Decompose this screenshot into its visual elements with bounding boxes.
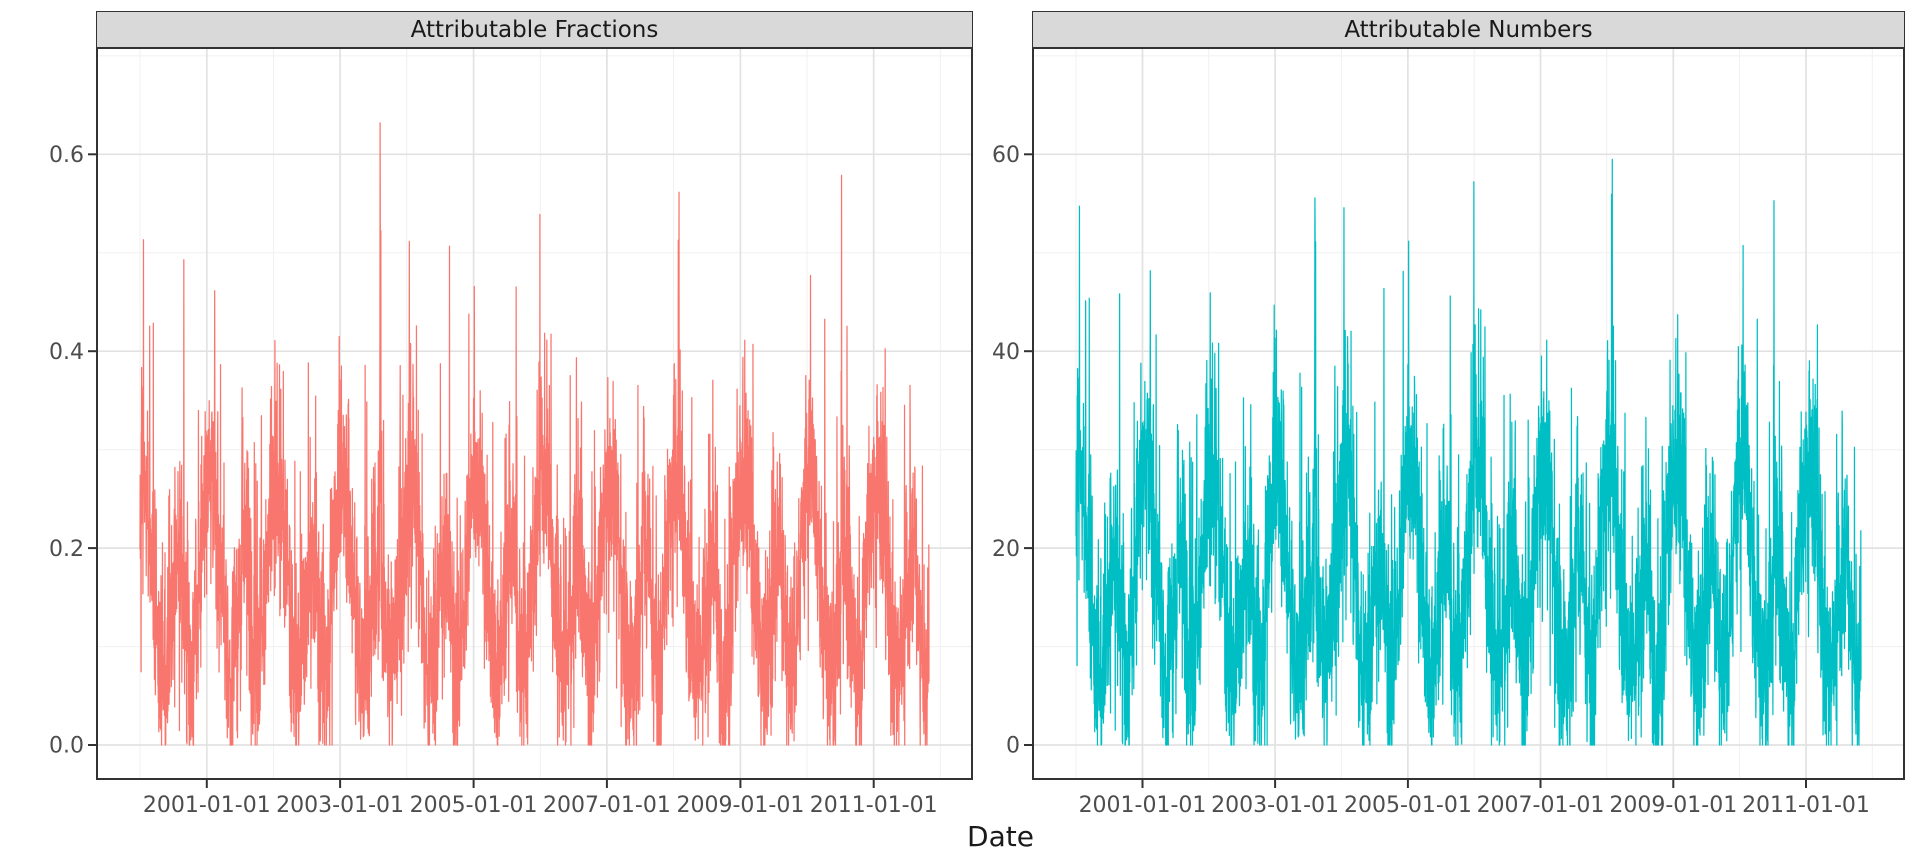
y-tick-label: 0.4 — [49, 340, 84, 365]
x-tick-label: 2003-01-01 — [1211, 793, 1339, 818]
y-tick-label: 0.2 — [49, 537, 84, 562]
gridlines-major — [96, 47, 973, 780]
axis-ticks-and-labels: 0.0 0.2 0.4 0.6 2001-01-01 2003-01-01 2005-01-… — [49, 143, 938, 818]
x-tick-label: 2001-01-01 — [143, 793, 271, 818]
y-tick-label: 20 — [992, 537, 1020, 562]
x-tick-label: 2005-01-01 — [1344, 793, 1472, 818]
series-line — [1075, 158, 1862, 746]
x-tick-label: 2001-01-01 — [1079, 793, 1207, 818]
panel-border — [1032, 47, 1905, 780]
x-tick-label: 2003-01-01 — [276, 793, 404, 818]
y-tick-label: 0.0 — [49, 734, 84, 759]
x-axis-title: Date — [967, 820, 1034, 853]
series-line — [139, 122, 930, 746]
x-tick-label: 2009-01-01 — [676, 793, 804, 818]
y-tick-label: 40 — [992, 340, 1020, 365]
facet-strip-fractions: Attributable Fractions — [96, 11, 973, 48]
facet-title-numbers: Attributable Numbers — [1344, 16, 1593, 43]
x-tick-label: 2007-01-01 — [543, 793, 671, 818]
facet-panel — [1032, 47, 1905, 780]
y-tick-label: 0 — [1006, 734, 1020, 759]
facet-title-fractions: Attributable Fractions — [410, 16, 659, 43]
x-tick-label: 2007-01-01 — [1477, 793, 1605, 818]
facet-panel — [96, 47, 973, 780]
panel-border — [96, 47, 973, 780]
y-tick-label: 0.6 — [49, 143, 84, 168]
x-tick-label: 2011-01-01 — [810, 793, 938, 818]
facet-strip-numbers: Attributable Numbers — [1032, 11, 1905, 48]
y-tick-label: 60 — [992, 143, 1020, 168]
x-tick-label: 2009-01-01 — [1609, 793, 1737, 818]
x-tick-label: 2011-01-01 — [1742, 793, 1870, 818]
x-tick-label: 2005-01-01 — [410, 793, 538, 818]
